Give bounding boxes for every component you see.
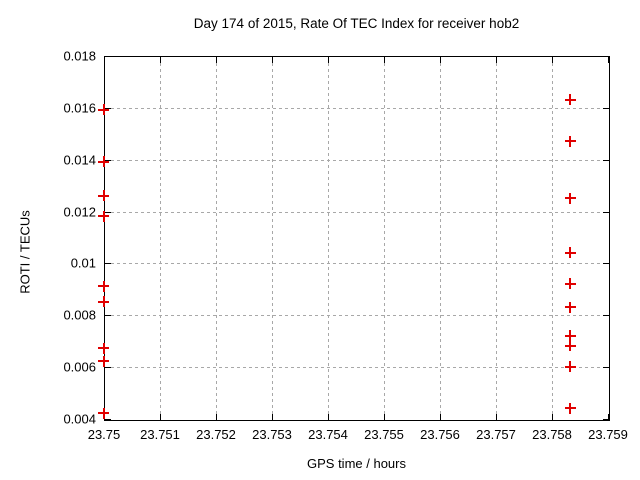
- y-tick-label: 0.008: [63, 307, 96, 323]
- gridline-vertical: [552, 57, 553, 420]
- x-tick-mark-bottom: [496, 414, 497, 420]
- x-tick-label: 23.759: [588, 427, 628, 442]
- data-point-marker: [564, 340, 576, 352]
- gridline-vertical: [496, 57, 497, 420]
- x-tick-label: 23.758: [532, 427, 572, 442]
- data-point-marker: [98, 280, 109, 292]
- y-tick-mark-left: [105, 159, 111, 161]
- data-point-marker: [98, 355, 109, 367]
- data-point-marker: [564, 361, 576, 373]
- x-tick-mark-top: [552, 57, 553, 63]
- x-tick-mark-bottom: [552, 414, 553, 420]
- gridline-vertical: [440, 57, 441, 420]
- data-point-marker: [564, 278, 576, 290]
- data-point-marker: [98, 104, 109, 116]
- y-tick-mark-left: [105, 107, 111, 109]
- x-tick-mark-top: [104, 57, 105, 63]
- data-point-marker: [564, 402, 576, 414]
- x-tick-mark-top: [272, 57, 273, 63]
- gridline-horizontal: [105, 211, 609, 213]
- x-tick-mark-bottom: [216, 414, 217, 420]
- data-point-marker: [98, 190, 109, 201]
- x-tick-mark-top: [440, 57, 441, 63]
- y-tick-label: 0.018: [63, 48, 96, 64]
- chart-title: Day 174 of 2015, Rate Of TEC Index for r…: [193, 16, 520, 31]
- x-tick-mark-top: [496, 57, 497, 63]
- x-tick-label: 23.753: [252, 427, 292, 442]
- gridline-horizontal: [105, 263, 609, 265]
- y-tick-mark-right: [603, 419, 609, 420]
- x-tick-mark-bottom: [608, 414, 609, 420]
- x-tick-mark-bottom: [160, 414, 161, 420]
- x-tick-mark-bottom: [272, 414, 273, 420]
- data-point-marker: [98, 407, 109, 419]
- gridline-vertical: [384, 57, 385, 420]
- y-tick-mark-right: [603, 315, 609, 317]
- y-tick-mark-right: [603, 263, 609, 265]
- data-point-marker: [564, 301, 576, 313]
- gridline-horizontal: [105, 107, 609, 109]
- gridline-horizontal: [105, 159, 609, 161]
- y-axis-label: ROTI / TECUs: [17, 210, 33, 294]
- y-tick-label: 0.016: [63, 100, 96, 116]
- gridline-horizontal: [105, 367, 609, 369]
- gridline-vertical: [272, 57, 273, 420]
- x-tick-mark-bottom: [104, 414, 105, 420]
- y-tick-mark-left: [105, 56, 111, 57]
- x-tick-label: 23.757: [476, 427, 516, 442]
- x-axis-label: GPS time / hours: [307, 456, 406, 471]
- data-point-marker: [564, 135, 576, 147]
- x-tick-mark-top: [384, 57, 385, 63]
- y-tick-mark-left: [105, 211, 111, 213]
- x-tick-mark-bottom: [440, 414, 441, 420]
- x-tick-label: 23.755: [364, 427, 404, 442]
- gridline-vertical: [328, 57, 329, 420]
- x-tick-label: 23.756: [420, 427, 460, 442]
- data-point-marker: [564, 192, 576, 204]
- y-tick-label: 0.01: [70, 255, 96, 271]
- plot-area: [104, 56, 610, 421]
- x-tick-label: 23.754: [308, 427, 348, 442]
- x-tick-label: 23.752: [196, 427, 236, 442]
- data-point-marker: [98, 156, 109, 168]
- y-tick-mark-right: [603, 367, 609, 369]
- x-tick-mark-bottom: [328, 414, 329, 420]
- y-tick-mark-left: [105, 367, 111, 369]
- gridline-vertical: [160, 57, 161, 420]
- x-tick-mark-top: [328, 57, 329, 63]
- y-tick-label: 0.006: [63, 359, 96, 375]
- gridline-horizontal: [105, 315, 609, 317]
- data-point-marker: [98, 296, 109, 308]
- y-tick-mark-right: [603, 56, 609, 57]
- data-point-marker: [98, 210, 109, 222]
- y-tick-mark-right: [603, 107, 609, 109]
- data-point-marker: [564, 247, 576, 259]
- y-tick-mark-left: [105, 419, 111, 420]
- x-tick-mark-bottom: [384, 414, 385, 420]
- data-point-marker: [98, 342, 109, 354]
- x-tick-mark-top: [216, 57, 217, 63]
- y-tick-label: 0.014: [63, 152, 96, 168]
- y-tick-mark-left: [105, 263, 111, 265]
- y-tick-mark-right: [603, 211, 609, 213]
- data-point-marker: [564, 94, 576, 106]
- y-tick-label: 0.004: [63, 411, 96, 427]
- x-tick-mark-top: [160, 57, 161, 63]
- data-point-marker: [564, 330, 576, 342]
- x-tick-label: 23.751: [140, 427, 180, 442]
- gridline-vertical: [216, 57, 217, 420]
- y-tick-label: 0.012: [63, 204, 96, 220]
- x-tick-mark-top: [608, 57, 609, 63]
- y-tick-mark-left: [105, 315, 111, 317]
- y-tick-mark-right: [603, 159, 609, 161]
- x-tick-label: 23.75: [87, 427, 121, 442]
